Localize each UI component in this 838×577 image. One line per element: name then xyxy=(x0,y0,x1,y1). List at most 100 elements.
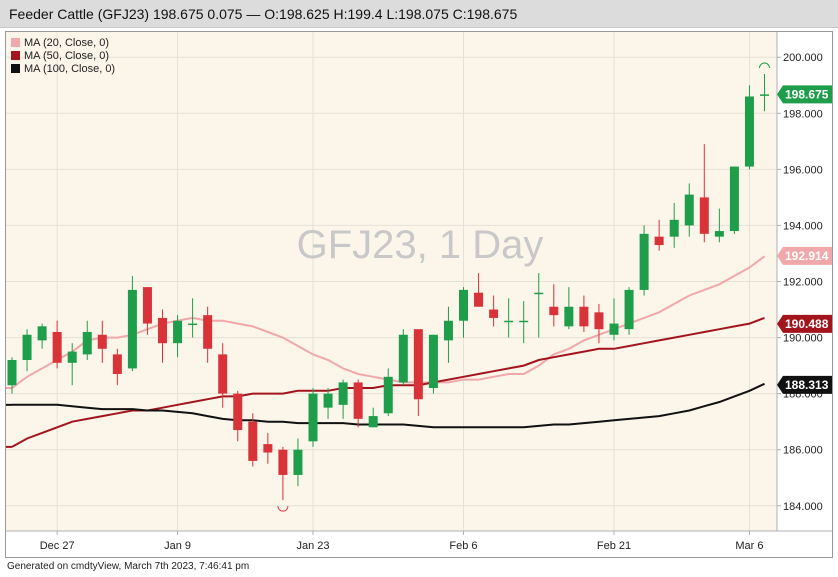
candle xyxy=(323,388,333,419)
candle-body xyxy=(549,306,559,316)
candle xyxy=(248,413,258,467)
chart-watermark: GFJ23, 1 Day xyxy=(297,223,544,267)
candle xyxy=(112,348,122,386)
candle-body xyxy=(413,329,423,400)
x-tick-label: Dec 27 xyxy=(40,540,75,552)
candle xyxy=(459,287,468,338)
candle xyxy=(443,306,453,363)
candle xyxy=(428,334,438,394)
price-tag-label: 192.914 xyxy=(785,249,829,263)
y-tick-label: 198.000 xyxy=(783,108,823,120)
candle xyxy=(534,273,544,338)
candle xyxy=(579,295,589,332)
candle xyxy=(729,166,739,234)
candle xyxy=(188,298,198,338)
legend-label: MA (100, Close, 0) xyxy=(24,63,115,75)
candle xyxy=(699,144,709,243)
candle-body xyxy=(519,320,529,323)
candle-body xyxy=(624,289,634,330)
candle xyxy=(353,379,363,428)
candle xyxy=(594,303,604,344)
candle-body xyxy=(398,334,408,383)
candle-body xyxy=(308,393,318,442)
price-tag xyxy=(777,314,832,333)
y-tick-label: 184.000 xyxy=(783,501,823,513)
candle xyxy=(398,329,408,386)
candle xyxy=(142,287,152,335)
x-tick-label: Feb 6 xyxy=(449,540,477,552)
price-tag xyxy=(777,375,832,394)
candle xyxy=(278,446,288,501)
high-low-markers xyxy=(277,62,770,512)
candle xyxy=(624,287,634,335)
candle xyxy=(203,306,213,363)
price-tag-label: 198.675 xyxy=(785,87,829,101)
candle xyxy=(639,225,649,296)
y-tick-label: 190.000 xyxy=(783,333,823,345)
candle xyxy=(609,298,619,341)
candle-body xyxy=(714,231,724,237)
candle xyxy=(97,320,107,363)
candle-body xyxy=(7,359,17,386)
generated-note: Generated on cmdtyView, March 7th 2023, … xyxy=(7,561,250,572)
candle-body xyxy=(579,306,589,327)
y-axis[interactable]: 184.000186.000188.000190.000192.000194.0… xyxy=(777,52,823,513)
candle-body xyxy=(729,166,739,232)
candle xyxy=(37,323,47,349)
price-chart[interactable]: GFJ23, 1 Day MA (20, Close, 0)MA (50, Cl… xyxy=(6,32,832,557)
candle xyxy=(263,432,273,464)
candlesticks[interactable] xyxy=(7,74,770,501)
candle xyxy=(7,357,17,394)
chart-frame[interactable]: GFJ23, 1 Day MA (20, Close, 0) MA (50, Cl… xyxy=(5,31,833,558)
candle-body xyxy=(248,421,258,461)
legend-label: MA (50, Close, 0) xyxy=(24,50,109,62)
candle xyxy=(474,273,484,307)
candle-body xyxy=(338,382,348,405)
candle-body xyxy=(609,323,619,335)
candle xyxy=(654,219,664,251)
candle xyxy=(549,284,559,327)
candle-body xyxy=(669,219,679,237)
candle xyxy=(519,301,529,344)
legend-swatch xyxy=(11,38,20,47)
candle-body xyxy=(142,287,152,324)
candle xyxy=(158,309,167,363)
candle-body xyxy=(744,96,754,167)
candle-body xyxy=(293,449,303,475)
period-high-marker xyxy=(759,62,770,69)
candle-body xyxy=(564,306,574,327)
x-tick-label: Feb 21 xyxy=(597,540,631,552)
candle-body xyxy=(428,334,438,389)
candle xyxy=(22,329,32,372)
candle xyxy=(489,295,499,327)
candle xyxy=(338,379,348,419)
candle-body xyxy=(173,320,183,344)
candle-body xyxy=(654,236,664,246)
candle-body xyxy=(474,292,484,307)
candle-body xyxy=(489,309,499,318)
y-tick-label: 194.000 xyxy=(783,220,823,232)
candle-body xyxy=(158,317,167,344)
candle xyxy=(233,390,243,442)
chart-title: Feeder Cattle (GFJ23) 198.675 0.075 — O:… xyxy=(0,0,838,28)
x-tick-label: Jan 9 xyxy=(164,540,191,552)
candle-body xyxy=(278,449,288,475)
candle xyxy=(82,320,92,360)
candle-body xyxy=(353,382,363,419)
candle-body xyxy=(82,331,92,355)
candle xyxy=(383,368,393,417)
candle-body xyxy=(368,416,378,428)
candle-body xyxy=(52,331,62,363)
candle-body xyxy=(459,289,468,321)
period-low-marker xyxy=(277,506,289,512)
candle xyxy=(173,315,183,358)
candle-body xyxy=(218,354,228,394)
legend-swatch xyxy=(11,51,20,60)
candle-body xyxy=(188,323,198,326)
candle-body xyxy=(684,194,694,226)
candle xyxy=(127,275,137,372)
candle-body xyxy=(699,197,709,234)
x-axis[interactable]: Dec 27 Jan 9 Jan 23 Feb 6 Feb 21 Mar 6 xyxy=(40,531,764,552)
price-tag-label: 188.313 xyxy=(785,378,829,392)
candle xyxy=(218,343,228,408)
